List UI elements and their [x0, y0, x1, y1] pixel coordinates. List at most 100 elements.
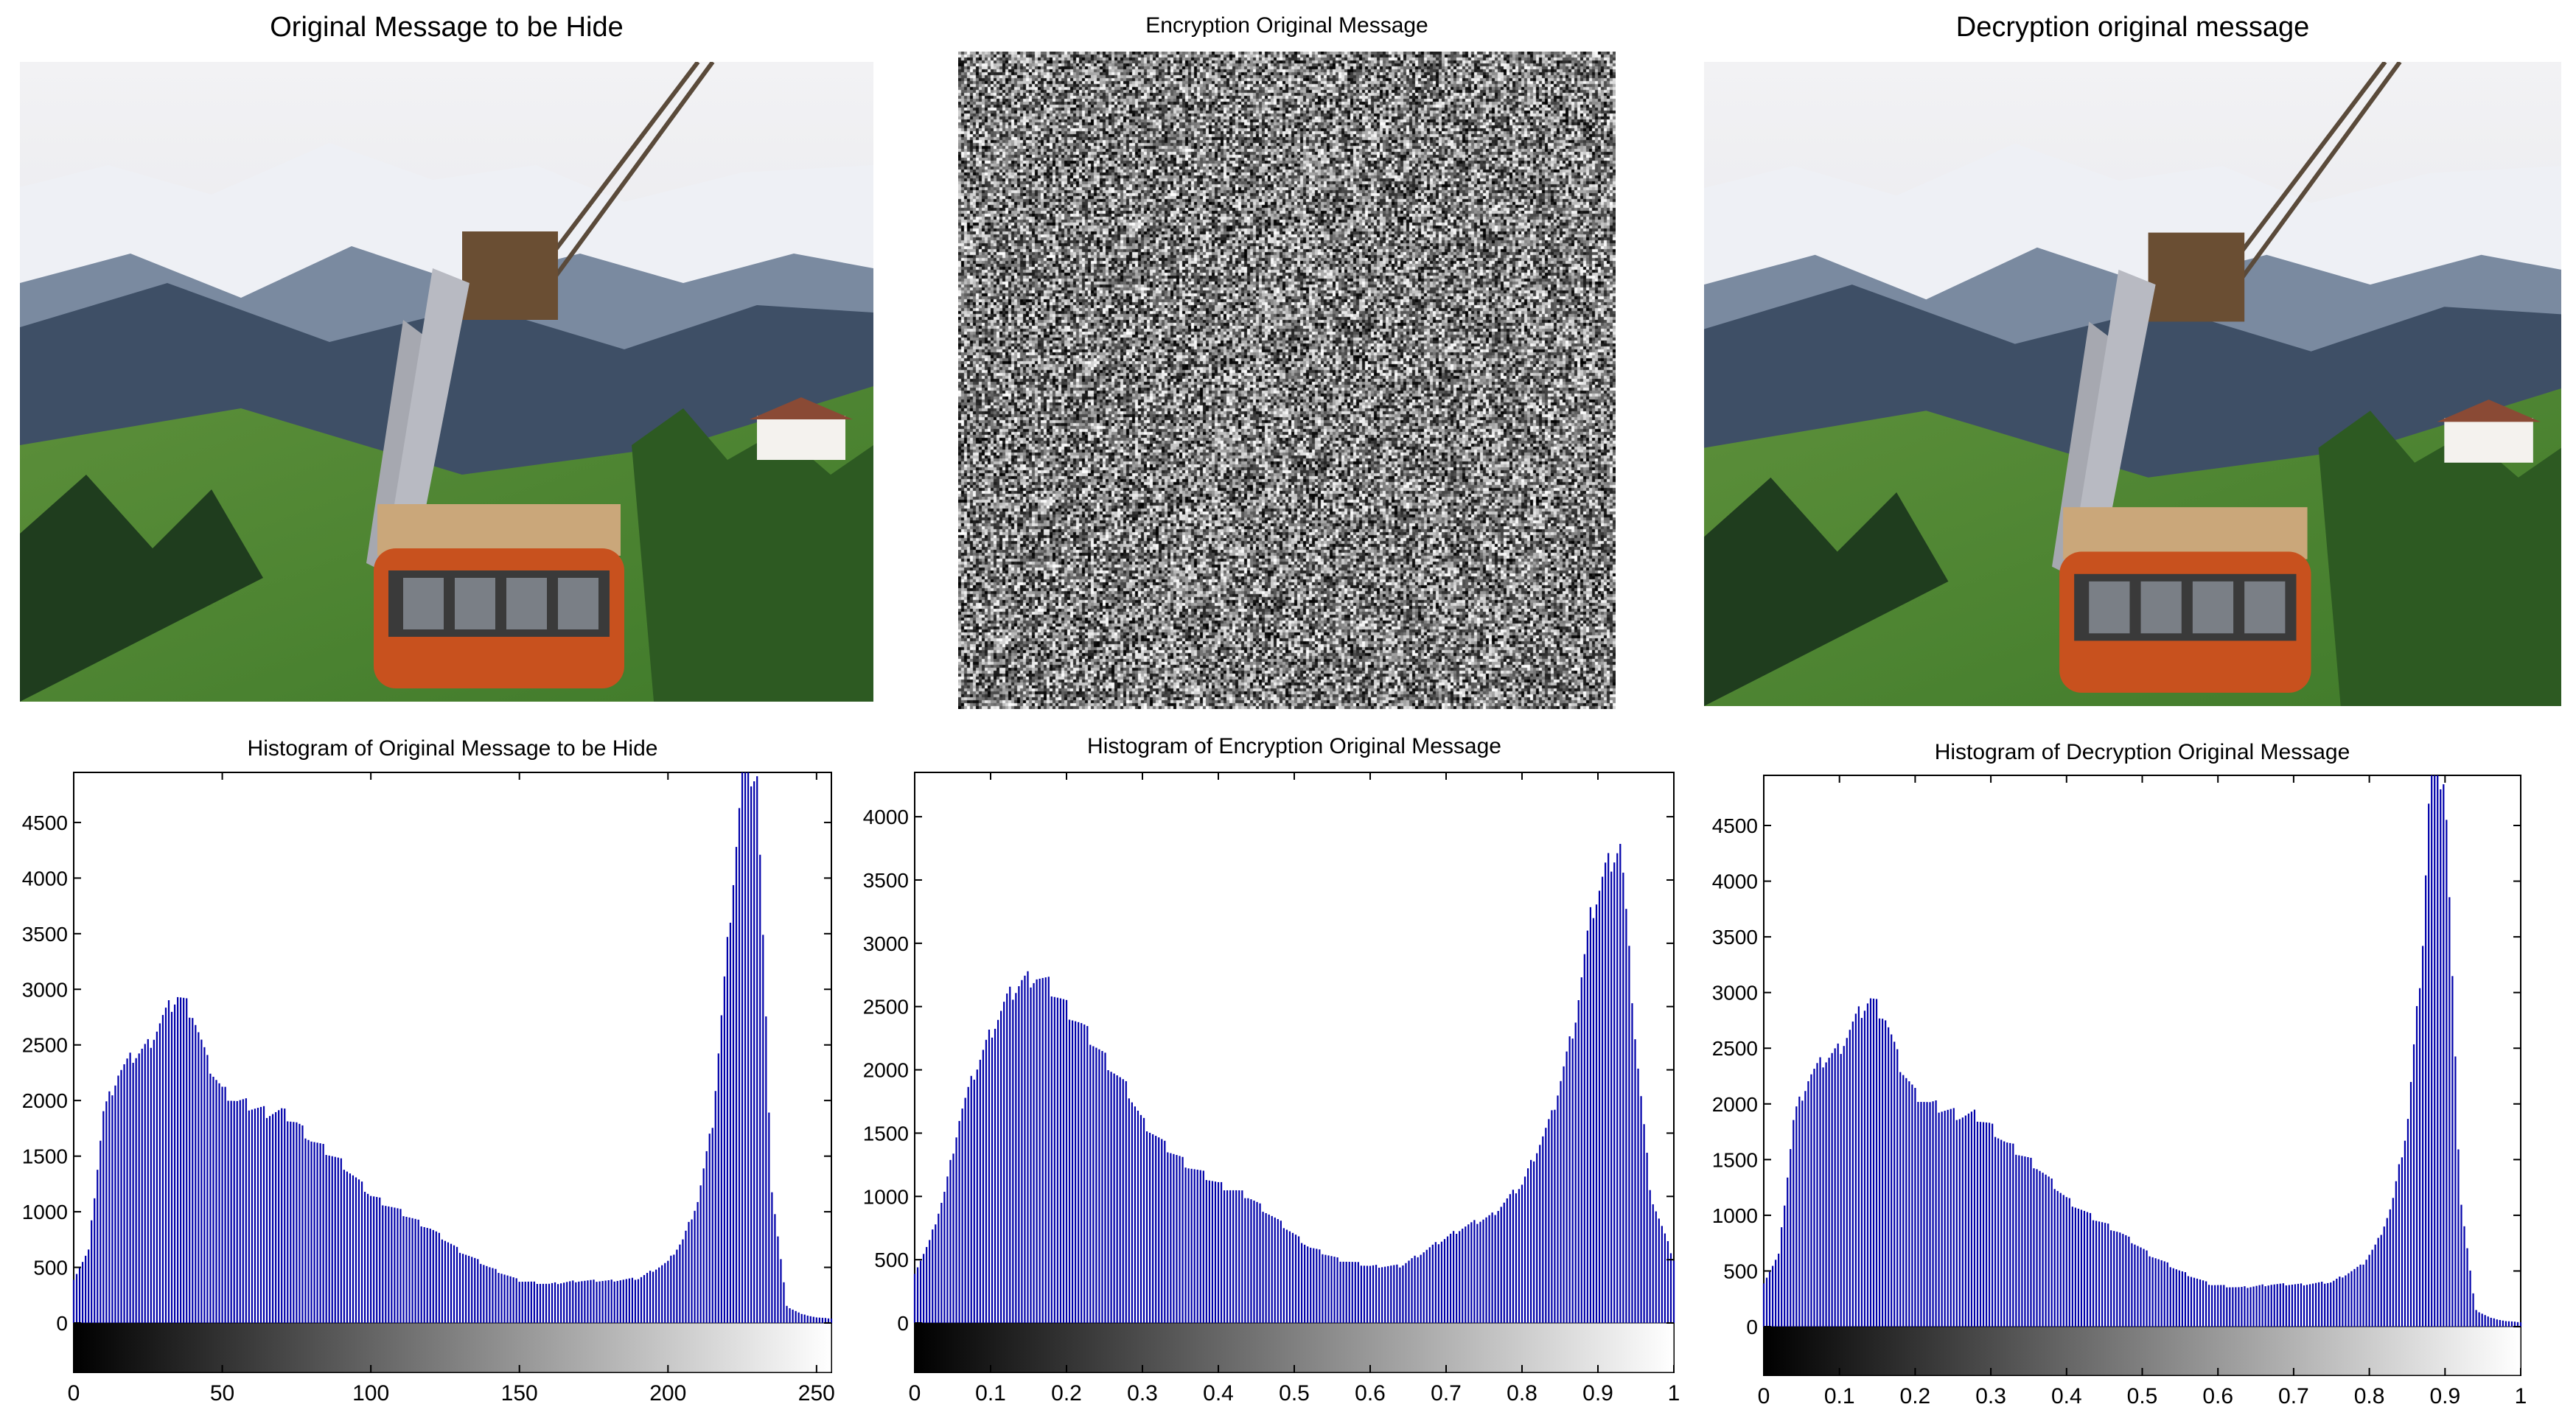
histogram-bar	[2300, 1283, 2303, 1327]
histogram-bar	[1634, 1039, 1636, 1323]
histogram-bar	[587, 1280, 589, 1323]
histogram-bar	[812, 1316, 814, 1323]
histogram-bar	[1423, 1252, 1425, 1323]
histogram-bar	[1253, 1200, 1255, 1323]
histogram-bar	[1515, 1193, 1518, 1323]
y-tick-label: 2500	[1712, 1037, 1758, 1060]
histogram-bar	[676, 1249, 678, 1323]
histogram-bar	[135, 1058, 137, 1323]
histogram-bar	[1333, 1257, 1336, 1323]
histogram-bar	[634, 1279, 637, 1323]
histogram-bar	[2086, 1212, 2089, 1327]
histogram-bar	[1304, 1244, 1306, 1323]
histogram-bar	[616, 1280, 618, 1323]
histogram-bar	[830, 1319, 833, 1323]
histogram-bar	[2294, 1284, 2297, 1327]
histogram-bar	[578, 1281, 580, 1323]
histogram-bar	[1973, 1109, 1976, 1327]
histogram-bar	[1310, 1247, 1312, 1323]
histogram-bar	[2163, 1261, 2165, 1327]
histogram-bar	[195, 1024, 197, 1323]
histogram-bar	[334, 1156, 336, 1323]
histogram-bar	[938, 1213, 940, 1323]
histogram-bar	[1768, 1271, 1771, 1327]
histogram-bar	[2437, 775, 2439, 1327]
histogram-bar	[426, 1227, 428, 1323]
histogram-bar	[2214, 1285, 2216, 1327]
histogram-bar	[762, 935, 764, 1323]
decrypted-image	[1704, 62, 2561, 706]
histogram-bar	[1068, 1019, 1071, 1323]
histogram-bar	[1280, 1221, 1282, 1323]
histogram-bar	[2116, 1232, 2118, 1327]
x-tick-label: 0.9	[1582, 1381, 1613, 1406]
histogram-bar	[1256, 1201, 1258, 1323]
histogram-bar	[1062, 999, 1065, 1323]
histogram-bar	[290, 1121, 292, 1323]
histogram-bar	[1545, 1128, 1547, 1323]
histogram-bar	[1828, 1058, 1830, 1327]
histogram-bar	[1155, 1136, 1157, 1323]
histogram-bar	[2463, 1226, 2465, 1327]
histogram-bar	[1360, 1265, 1362, 1323]
histogram-bar	[1134, 1106, 1137, 1323]
histogram-bar	[1050, 996, 1053, 1323]
histogram-bar	[176, 996, 179, 1323]
histogram-bar	[1765, 1277, 1768, 1327]
histogram-bar	[2330, 1282, 2332, 1327]
histogram-bar	[2077, 1208, 2080, 1327]
histogram-bar	[2053, 1189, 2056, 1327]
histogram-bar	[1637, 1068, 1639, 1323]
histogram-bar	[189, 1017, 191, 1323]
histogram-bar	[2345, 1275, 2347, 1327]
histogram-bar	[388, 1206, 390, 1323]
y-tick-label: 1000	[22, 1201, 68, 1223]
y-tick-label: 500	[1723, 1260, 1758, 1282]
histogram-bar	[1193, 1169, 1195, 1323]
histogram-bar	[714, 1091, 716, 1323]
histogram-bar	[708, 1134, 711, 1323]
y-tick-label: 1500	[1712, 1148, 1758, 1171]
histogram-bar	[2308, 1284, 2311, 1327]
histogram-bar	[1964, 1115, 1966, 1327]
histogram-bar	[1762, 1283, 1765, 1327]
histogram-bar	[1437, 1244, 1440, 1323]
histogram-bar	[438, 1232, 440, 1323]
histogram-bar	[1891, 1034, 1893, 1327]
histogram-bar	[1610, 871, 1613, 1323]
histogram-bar	[2431, 775, 2433, 1327]
histogram-bar	[2036, 1169, 2038, 1327]
histogram-bar	[2398, 1164, 2400, 1327]
histogram-bar	[1316, 1249, 1318, 1323]
histogram-bar	[2045, 1174, 2047, 1327]
histogram-bar	[795, 1310, 797, 1323]
histogram-bar	[75, 1274, 78, 1323]
histogram-bar	[932, 1229, 934, 1323]
histogram-bar	[1339, 1261, 1341, 1323]
histogram-bar	[2190, 1277, 2193, 1327]
histogram-bar	[1116, 1075, 1118, 1323]
histogram-bar	[265, 1117, 268, 1323]
histogram-bar	[1291, 1232, 1294, 1323]
histogram-bar	[1628, 946, 1630, 1323]
histogram-bar	[2119, 1232, 2121, 1327]
histogram-bar	[774, 1214, 776, 1323]
histogram-bar	[658, 1267, 660, 1323]
histogram-bar	[2003, 1141, 2006, 1327]
histogram-bar	[1467, 1224, 1470, 1323]
histogram-bar	[1214, 1181, 1217, 1323]
histogram-bar	[1851, 1022, 1854, 1327]
histogram-bar	[156, 1031, 158, 1323]
histogram-bar	[337, 1157, 339, 1323]
histogram-bar	[1363, 1265, 1366, 1323]
histogram-bar	[2496, 1319, 2498, 1327]
histogram-bar	[1503, 1202, 1505, 1323]
histogram-bar	[1899, 1072, 1902, 1327]
histogram-bar	[720, 1015, 722, 1323]
histogram-bar	[1521, 1184, 1523, 1323]
histogram-bar	[1911, 1084, 1913, 1327]
histogram-bar	[132, 1063, 134, 1323]
histogram-bar	[818, 1317, 820, 1323]
histogram-bar	[607, 1279, 610, 1323]
histogram-bar	[1086, 1026, 1089, 1323]
